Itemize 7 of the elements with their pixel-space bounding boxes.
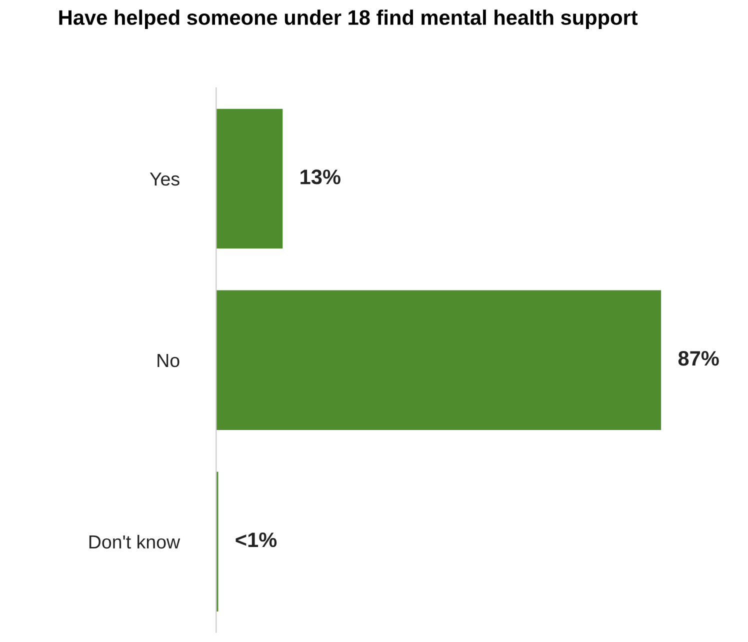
y-tick-label: Yes (150, 172, 180, 186)
data-label: 87% (678, 351, 719, 366)
y-tick-label: No (158, 354, 180, 368)
data-label: 13% (300, 170, 340, 184)
chart-title: Have helped someone under 18 find mental health support (59, 10, 638, 30)
data-label: <1% (236, 532, 277, 548)
y-tick-label: Don't know (89, 534, 180, 549)
